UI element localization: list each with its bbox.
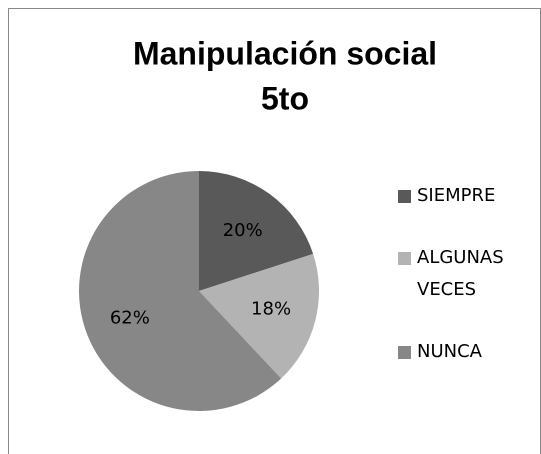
data-label: 18%: [251, 299, 291, 320]
data-label: 20%: [223, 220, 263, 241]
legend-item: ALGUNAS VECES: [398, 242, 538, 306]
chart-title: 5to: [261, 80, 309, 116]
legend-label: SIEMPRE: [417, 185, 496, 206]
data-label: 62%: [110, 307, 150, 328]
legend-item: NUNCA: [398, 336, 538, 368]
legend-label: NUNCA: [417, 341, 482, 362]
pie-slice: [199, 171, 314, 291]
legend-swatch: [398, 346, 411, 359]
pie-slice: [79, 171, 282, 412]
chart-title: Manipulación social: [133, 35, 437, 71]
legend-swatch: [398, 190, 411, 203]
legend-item: SIEMPRE: [398, 180, 538, 212]
legend-swatch: [398, 252, 411, 265]
legend-label: ALGUNAS VECES: [417, 247, 504, 300]
pie-slice: [199, 253, 319, 379]
legend: SIEMPRE ALGUNAS VECES NUNCA: [398, 180, 538, 398]
